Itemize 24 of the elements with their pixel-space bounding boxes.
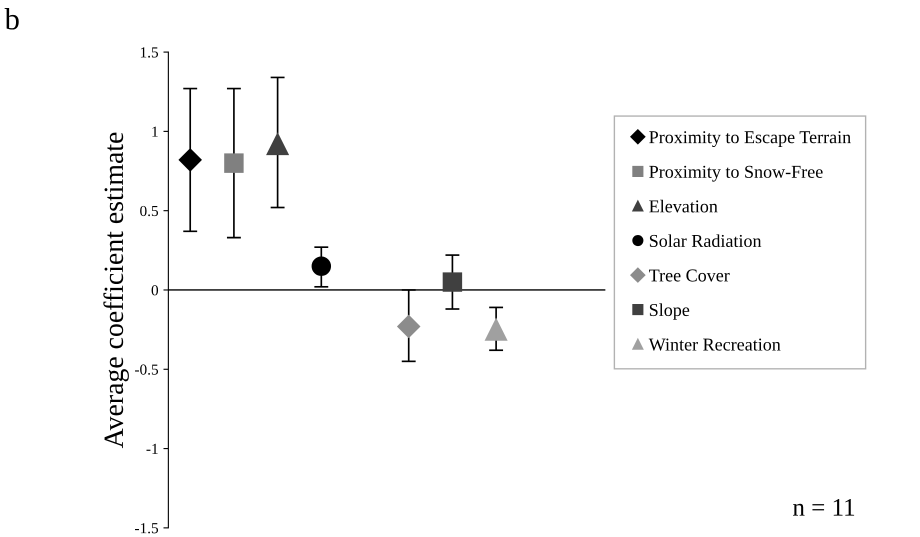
text: n = 11 (793, 499, 854, 516)
point (224, 153, 244, 173)
legend-label: Winter Recreation (648, 338, 781, 351)
legend-label: Solar Radiation (650, 234, 762, 248)
point (266, 132, 289, 156)
legend-label: Proximity to Snow-Free (649, 166, 823, 182)
y-tick-label: -0.5 (135, 364, 158, 375)
y-tick-label: 0.5 (140, 206, 158, 216)
legend-label: Slope (650, 303, 690, 320)
y-axis-title: Average coefficient estimate (103, 132, 129, 448)
y-tick-label: 0 (152, 285, 158, 296)
legend-label: Elevation (649, 200, 718, 212)
y-tick-label: 1.5 (140, 47, 158, 58)
point (397, 314, 420, 338)
point (312, 256, 332, 276)
point (442, 272, 462, 292)
y-tick-label: -1.5 (135, 523, 158, 534)
chart-title: b (4, 8, 19, 30)
y-tick-label: 1 (152, 126, 158, 137)
legend-label: Proximity to Escape Terrain (649, 131, 851, 148)
y-tick-label: -1 (146, 444, 158, 454)
point (485, 318, 508, 341)
legend-label: Tree Cover (649, 269, 730, 282)
point (178, 148, 202, 172)
